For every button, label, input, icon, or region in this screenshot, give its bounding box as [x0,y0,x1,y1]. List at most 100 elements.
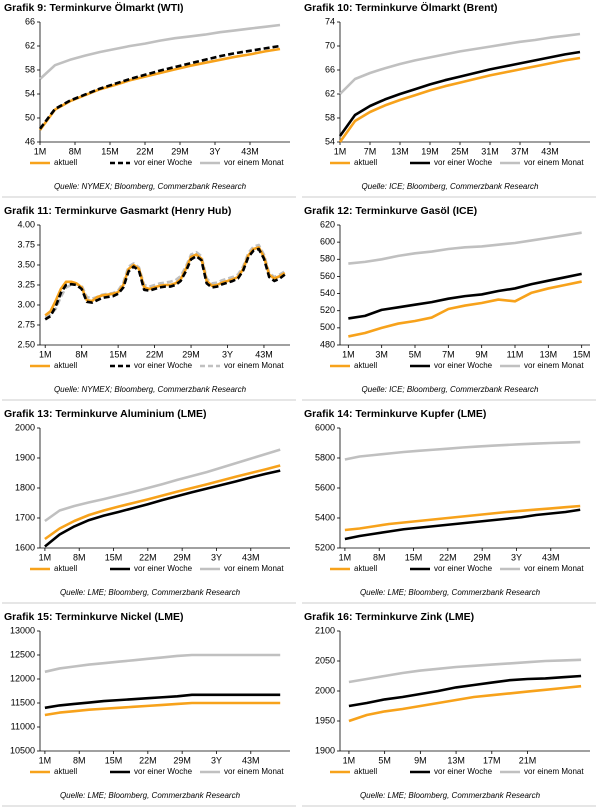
y-tick-label: 66 [25,16,35,26]
legend-label: vor einem Monat [224,564,284,573]
x-tick-label: 15M [405,552,423,562]
series-line [44,469,281,548]
chart-source: Quelle: LME; Bloomberg, Commerzbank Rese… [360,588,541,597]
y-tick-label: 58 [325,112,335,122]
series-line [39,23,281,80]
legend-label: aktuell [54,564,77,573]
legend-label: vor einem Monat [224,361,284,370]
y-tick-label: 2000 [15,422,35,432]
y-tick-label: 500 [320,322,335,332]
series-line [348,280,582,338]
y-tick-label: 540 [320,288,335,298]
x-tick-label: 3Y [209,146,220,156]
x-tick-label: 15M [109,349,127,359]
x-tick-label: 1M [342,349,355,359]
x-tick-label: 43M [255,349,273,359]
y-tick-label: 1800 [15,482,35,492]
series-line [44,653,281,674]
x-tick-label: 3Y [511,552,522,562]
x-tick-label: 7M [364,146,377,156]
y-tick-label: 3.25 [17,279,35,289]
y-tick-label: 13000 [10,625,35,635]
chart-source: Quelle: ICE; Bloomberg, Commerzbank Rese… [362,385,540,394]
y-tick-label: 1950 [315,715,335,725]
legend-label: aktuell [54,767,77,776]
y-tick-label: 1900 [15,452,35,462]
series-line [348,674,582,708]
x-tick-label: 43M [541,146,559,156]
legend-label: vor einer Woche [434,361,493,370]
legend-label: vor einem Monat [224,158,284,167]
series-line [348,272,582,320]
y-tick-label: 3.75 [17,239,35,249]
x-tick-label: 43M [242,552,260,562]
chart-source: Quelle: ICE; Bloomberg, Commerzbank Rese… [362,182,540,191]
series-line [44,693,281,710]
x-tick-label: 37M [511,146,529,156]
x-tick-label: 22M [139,755,157,765]
series-line [338,50,581,137]
y-tick-label: 12500 [10,649,35,659]
x-tick-label: 1M [343,755,356,765]
x-tick-label: 1M [39,552,52,562]
y-tick-label: 2.50 [17,339,35,349]
chart-title: Grafik 15: Terminkurve Nickel (LME) [4,611,184,623]
chart-title: Grafik 11: Terminkurve Gasmarkt (Henry H… [4,205,231,217]
x-tick-label: 43M [542,552,560,562]
chart-title: Grafik 13: Terminkurve Aluminium (LME) [4,408,206,420]
x-tick-label: 1M [334,146,347,156]
x-tick-label: 1M [39,755,52,765]
y-tick-label: 2100 [315,625,335,635]
x-tick-label: 19M [421,146,439,156]
chart-title: Grafik 9: Terminkurve Ölmarkt (WTI) [4,1,184,14]
legend-label: vor einer Woche [134,767,193,776]
x-tick-label: 25M [451,146,469,156]
x-tick-label: 29M [173,755,191,765]
x-tick-label: 8M [73,755,86,765]
x-tick-label: 8M [69,146,82,156]
x-tick-label: 1M [339,552,352,562]
series-line [38,44,281,130]
x-tick-label: 5M [409,349,422,359]
y-tick-label: 560 [320,271,335,281]
x-tick-label: 31M [481,146,499,156]
x-tick-label: 3M [375,349,388,359]
legend-label: aktuell [54,158,77,167]
x-tick-label: 22M [439,552,457,562]
y-tick-label: 62 [325,88,335,98]
x-tick-label: 13M [391,146,409,156]
y-tick-label: 600 [320,237,335,247]
x-tick-label: 29M [473,552,491,562]
chart-source: Quelle: LME; Bloomberg, Commerzbank Rese… [360,791,541,800]
x-tick-label: 5M [378,755,391,765]
y-tick-label: 2.75 [17,319,35,329]
series-line [344,504,581,532]
x-tick-label: 13M [540,349,558,359]
chart-title: Grafik 12: Terminkurve Gasöl (ICE) [304,205,477,217]
y-tick-label: 580 [320,254,335,264]
chart-source: Quelle: NYMEX; Bloomberg, Commerzbank Re… [54,182,247,191]
legend-label: vor einem Monat [524,767,584,776]
x-tick-label: 22M [146,349,164,359]
y-tick-label: 6000 [315,422,335,432]
y-tick-label: 3.50 [17,259,35,269]
x-tick-label: 8M [75,349,88,359]
x-tick-label: 15M [105,552,123,562]
chart-title: Grafik 16: Terminkurve Zink (LME) [304,611,474,623]
x-tick-label: 8M [73,552,86,562]
x-tick-label: 7M [442,349,455,359]
legend-label: vor einem Monat [524,361,584,370]
series-line [338,56,581,143]
y-tick-label: 54 [325,136,335,146]
x-tick-label: 13M [447,755,465,765]
legend-label: vor einer Woche [434,158,493,167]
y-tick-label: 58 [25,64,35,74]
y-tick-label: 620 [320,219,335,229]
legend-label: vor einer Woche [134,361,193,370]
chart-source: Quelle: LME; Bloomberg, Commerzbank Rese… [60,791,241,800]
series-line [348,684,582,723]
series-line [344,508,581,541]
x-tick-label: 1M [34,146,47,156]
